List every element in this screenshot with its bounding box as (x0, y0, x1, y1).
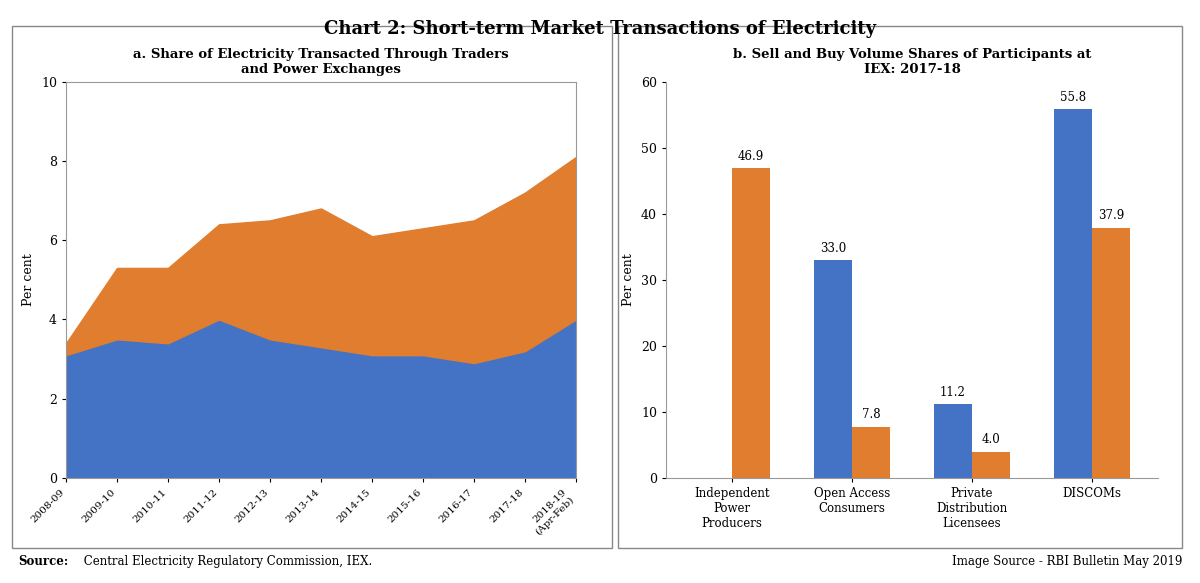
Y-axis label: Per cent: Per cent (623, 254, 636, 306)
Bar (814, 260, 852, 478)
Text: 37.9: 37.9 (1098, 209, 1124, 222)
Text: 7.8: 7.8 (862, 408, 881, 422)
Text: Image Source - RBI Bulletin May 2019: Image Source - RBI Bulletin May 2019 (952, 556, 1182, 568)
Text: Central Electricity Regulatory Commission, IEX.: Central Electricity Regulatory Commissio… (80, 556, 373, 568)
Text: 55.8: 55.8 (1060, 91, 1086, 104)
Bar (1092, 227, 1130, 478)
Title: b. Sell and Buy Volume Shares of Participants at
IEX: 2017-18: b. Sell and Buy Volume Shares of Partici… (733, 48, 1091, 76)
Text: 11.2: 11.2 (940, 386, 966, 399)
Text: 46.9: 46.9 (738, 150, 764, 163)
Text: Source:: Source: (18, 556, 68, 568)
Y-axis label: Per cent: Per cent (23, 254, 36, 306)
Bar (732, 168, 770, 478)
Bar (1054, 110, 1092, 478)
Bar (972, 452, 1010, 478)
Bar (934, 404, 972, 478)
Text: Chart 2: Short-term Market Transactions of Electricity: Chart 2: Short-term Market Transactions … (324, 20, 876, 38)
Text: 4.0: 4.0 (982, 433, 1001, 447)
Title: a. Share of Electricity Transacted Through Traders
and Power Exchanges: a. Share of Electricity Transacted Throu… (133, 48, 509, 76)
Bar (852, 427, 890, 478)
Text: 33.0: 33.0 (820, 242, 846, 255)
